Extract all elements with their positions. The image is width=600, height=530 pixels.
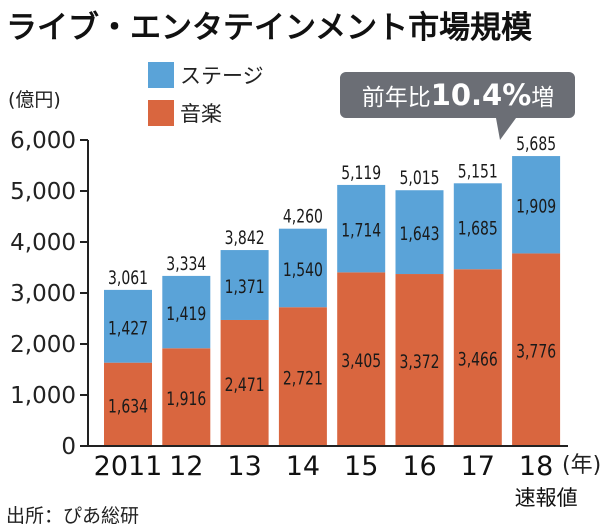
- y-tick-label: 2,000: [10, 332, 76, 358]
- total-value-label: 5,685: [516, 133, 556, 155]
- stage-value-label: 1,714: [341, 220, 381, 242]
- bar-music: [337, 272, 386, 446]
- x-category-label: 17: [461, 451, 495, 482]
- bar-music: [453, 269, 502, 446]
- music-value-label: 3,372: [400, 351, 440, 373]
- y-tick-label: 0: [61, 434, 76, 460]
- legend-label: ステージ: [180, 64, 264, 88]
- bar-stage: [512, 156, 561, 254]
- x-axis: 2011 12 13 14 15 16 17 18 速報値: [88, 445, 578, 510]
- music-value-label: 2,471: [225, 374, 265, 396]
- total-value-label: 3,334: [166, 253, 206, 275]
- chart-title: ライブ・エンタテインメント市場規模: [6, 10, 532, 46]
- total-value-label: 3,061: [108, 267, 148, 289]
- legend-swatch: [148, 100, 174, 126]
- stage-value-label: 1,427: [108, 317, 148, 339]
- bar-stage: [337, 184, 386, 273]
- stage-value-label: 1,643: [400, 223, 440, 245]
- growth-callout: 前年比10.4%増: [340, 72, 575, 140]
- music-value-label: 3,405: [341, 350, 381, 372]
- bar-music: [104, 362, 152, 446]
- x-axis-unit: (年): [562, 453, 600, 478]
- y-axis-unit: (億円): [8, 89, 61, 111]
- y-tick-label: 1,000: [10, 383, 76, 409]
- stage-value-label: 1,419: [166, 303, 206, 325]
- x-category-label: 16: [402, 451, 436, 482]
- x-category-label: 2011: [94, 451, 163, 482]
- bar-stage: [395, 190, 444, 275]
- total-value-label: 5,151: [458, 160, 498, 182]
- callout-text: 前年比10.4%増: [362, 78, 555, 112]
- bar-stage: [453, 183, 502, 270]
- y-axis: 0 1,000 2,000 3,000 4,000 5,000 6,000: [10, 128, 89, 460]
- source-note: 出所：ぴあ総研: [6, 505, 139, 527]
- bar-stage: [220, 250, 269, 320]
- bar-stage: [104, 289, 152, 363]
- y-tick-label: 5,000: [10, 179, 76, 205]
- bar-music: [220, 319, 269, 446]
- callout-value: 10.4%: [431, 78, 532, 112]
- bar-music: [512, 253, 561, 446]
- legend-label: 音楽: [180, 102, 222, 126]
- callout-suffix: 増: [531, 85, 554, 111]
- music-value-label: 2,721: [283, 368, 323, 390]
- x-category-label: 13: [227, 451, 261, 482]
- stage-value-label: 1,371: [225, 276, 265, 298]
- stage-value-label: 1,540: [283, 259, 323, 281]
- stage-value-label: 1,909: [516, 196, 556, 218]
- music-value-label: 3,776: [516, 341, 556, 363]
- y-tick-label: 4,000: [10, 230, 76, 256]
- bar-stage: [278, 228, 327, 308]
- bar-music: [395, 274, 444, 446]
- x-category-label: 12: [169, 451, 203, 482]
- bars: 1,634 1,427 3,061 1,916 1,419 3,334 2,471 1,371…: [104, 133, 561, 446]
- total-value-label: 5,119: [341, 162, 381, 184]
- x-category-label: 14: [286, 451, 320, 482]
- x-category-label: 15: [344, 451, 378, 482]
- x-category-sublabel: 速報値: [515, 486, 578, 510]
- callout-box: [340, 72, 575, 140]
- total-value-label: 4,260: [283, 206, 323, 228]
- bar-stage: [162, 275, 211, 349]
- music-value-label: 1,916: [166, 388, 206, 410]
- callout-prefix: 前年比: [362, 85, 431, 111]
- y-tick-label: 6,000: [10, 128, 76, 154]
- legend-swatch: [148, 62, 174, 88]
- y-tick-label: 3,000: [10, 281, 76, 307]
- music-value-label: 1,634: [108, 395, 148, 417]
- x-category-label: 18: [519, 451, 553, 482]
- stage-value-label: 1,685: [458, 217, 498, 239]
- bar-music: [278, 307, 327, 446]
- bar-music: [162, 348, 211, 446]
- total-value-label: 3,842: [225, 227, 265, 249]
- music-value-label: 3,466: [458, 349, 498, 371]
- total-value-label: 5,015: [400, 167, 440, 189]
